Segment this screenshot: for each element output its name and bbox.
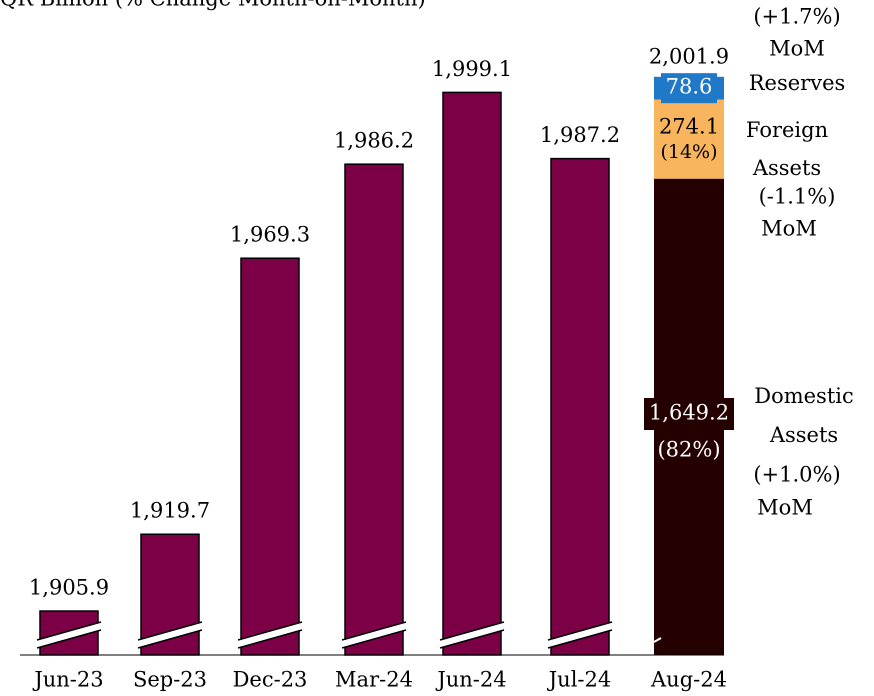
- segment-name: Foreign Assets: [745, 118, 829, 180]
- segment-name: Reserves: [748, 71, 846, 95]
- axis-break-edge: [237, 621, 303, 641]
- axis-break-edge: [36, 629, 102, 649]
- bar: [442, 91, 502, 656]
- x-tick-label: Mar-24: [335, 668, 413, 692]
- value-label: 1,999.1: [432, 57, 512, 81]
- segment-name: Domestic Assets: [754, 384, 854, 447]
- axis-break: [653, 637, 662, 643]
- value-label: 1,986.2: [334, 129, 414, 153]
- x-tick-label: Dec-23: [233, 668, 308, 692]
- value-label: 1,987.2: [540, 123, 620, 147]
- x-tick-label: Aug-24: [650, 668, 727, 692]
- segment-value-label: 78.6: [666, 75, 713, 99]
- value-label: 2,001.9: [649, 44, 729, 68]
- chart-title: QR Billion (% Change Month-on-Month): [0, 0, 426, 11]
- segment-share-label: (14%): [660, 141, 717, 163]
- value-label: 1,919.7: [130, 499, 210, 523]
- axis-break-edge: [237, 629, 303, 649]
- change-label: (+1.0%): [753, 463, 840, 487]
- axis-break-edge: [547, 621, 613, 641]
- x-tick-label: Jun-23: [32, 668, 103, 692]
- label-box: [644, 398, 734, 430]
- change-label: (+1.7%): [753, 5, 840, 29]
- axis-break: [37, 622, 101, 648]
- axis-break: [548, 622, 612, 648]
- x-tick-label: Jul-24: [547, 668, 611, 692]
- axis-break: [342, 622, 406, 648]
- change-label: (-1.1%): [759, 185, 836, 209]
- bar: [240, 257, 300, 656]
- axis-break-edge: [137, 629, 203, 649]
- x-tick-label: Sep-23: [133, 668, 207, 692]
- stack-segment: [654, 99, 724, 179]
- axis-break: [138, 622, 202, 648]
- axis-break-edge: [137, 621, 203, 641]
- change-unit: MoM: [757, 496, 813, 520]
- value-label: 1,969.3: [230, 223, 310, 247]
- label-box: [661, 73, 717, 104]
- axis-break-edge: [547, 629, 613, 649]
- segment-share-label: (82%): [657, 438, 720, 462]
- bar: [344, 163, 404, 656]
- axis-break-edge: [341, 621, 407, 641]
- axis-break-edge: [439, 629, 505, 649]
- x-tick-label: Jun-24: [435, 668, 506, 692]
- axis-break: [238, 622, 302, 648]
- change-unit: MoM: [769, 37, 825, 61]
- segment-value-label: 1,649.2: [649, 401, 729, 425]
- segment-value-label: 274.1: [659, 115, 719, 139]
- change-unit: MoM: [761, 217, 817, 241]
- axis-break-edge: [341, 629, 407, 649]
- bar: [550, 157, 610, 656]
- value-label: 1,905.9: [29, 576, 109, 600]
- axis-break-edge: [439, 621, 505, 641]
- axis-break-edge: [36, 621, 102, 641]
- axis-break: [440, 622, 504, 648]
